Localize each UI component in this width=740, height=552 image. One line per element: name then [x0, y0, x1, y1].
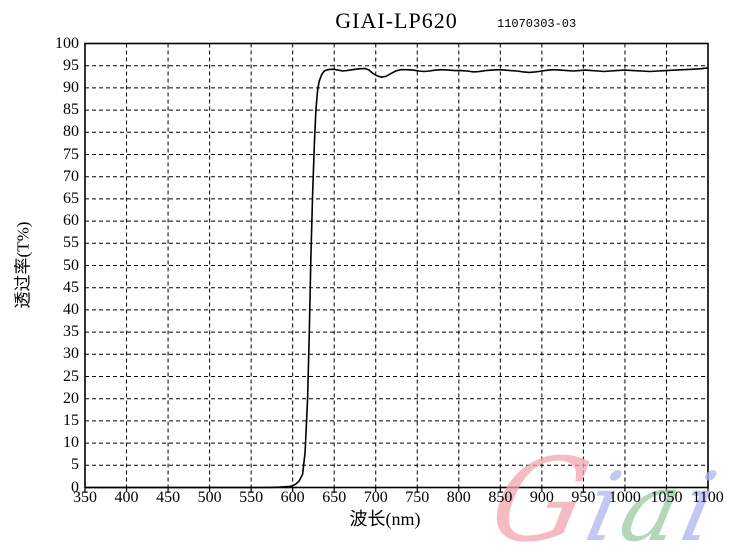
y-tick-label-55: 55 — [63, 234, 79, 252]
transmittance-curve — [85, 67, 709, 489]
y-tick-label-5: 5 — [71, 456, 79, 474]
y-tick-label-70: 70 — [63, 167, 79, 185]
x-tick-label-950: 950 — [571, 489, 596, 506]
x-tick-label-450: 450 — [156, 489, 181, 506]
y-tick-label-90: 90 — [63, 78, 79, 96]
x-tick-label-350: 350 — [73, 489, 97, 506]
y-axis-title: 透过率(T%) — [13, 221, 33, 309]
x-tick-label-900: 900 — [529, 489, 554, 506]
y-tick-label-40: 40 — [63, 300, 79, 318]
y-tick-label-35: 35 — [63, 323, 79, 341]
lot-number-annotation: 11070303-03 — [497, 17, 577, 31]
y-tick-label-30: 30 — [63, 345, 79, 363]
y-tick-label-10: 10 — [63, 434, 79, 452]
x-axis-title: 波长(nm) — [349, 509, 421, 529]
x-tick-label-1100: 1100 — [692, 489, 724, 506]
plot-border — [84, 42, 709, 489]
x-tick-label-600: 600 — [280, 489, 305, 506]
x-tick-label-1050: 1050 — [650, 489, 683, 506]
x-tick-label-550: 550 — [239, 489, 264, 506]
y-tick-label-80: 80 — [63, 123, 79, 141]
x-tick-label-700: 700 — [363, 489, 388, 506]
chart-title: GIAI-LP620 — [335, 8, 458, 33]
y-tick-label-85: 85 — [63, 101, 79, 119]
x-tick-label-800: 800 — [446, 489, 471, 506]
y-tick-label-75: 75 — [63, 145, 79, 163]
y-tick-label-60: 60 — [63, 212, 79, 230]
y-tick-label-15: 15 — [63, 411, 79, 429]
x-tick-label-500: 500 — [197, 489, 222, 506]
x-tick-label-1000: 1000 — [608, 489, 641, 506]
y-tick-label-50: 50 — [63, 256, 79, 274]
y-tick-label-20: 20 — [63, 389, 79, 407]
y-tick-label-100: 100 — [55, 34, 79, 52]
x-tick-label-400: 400 — [114, 489, 139, 506]
y-tick-label-95: 95 — [63, 56, 79, 74]
y-tick-label-45: 45 — [63, 278, 79, 296]
y-tick-label-65: 65 — [63, 189, 79, 207]
y-tick-label-0: 0 — [71, 478, 79, 496]
x-tick-label-850: 850 — [488, 489, 513, 506]
x-tick-label-650: 650 — [322, 489, 347, 506]
y-tick-label-25: 25 — [63, 367, 79, 385]
x-tick-label-750: 750 — [405, 489, 430, 506]
